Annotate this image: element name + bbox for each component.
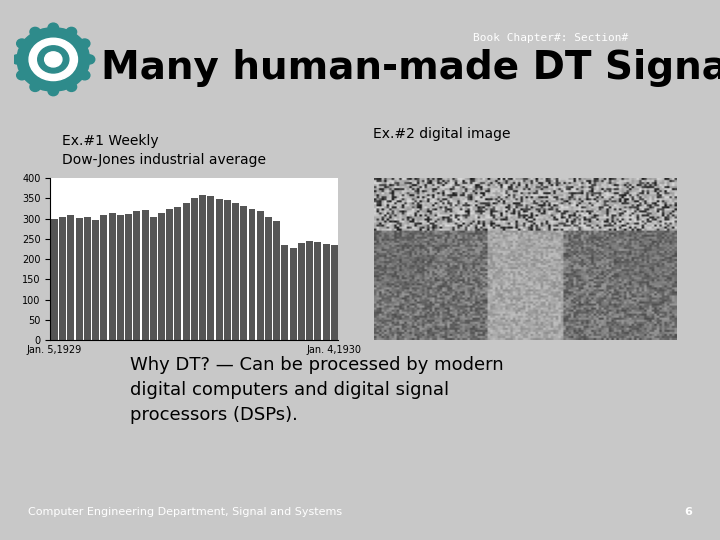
Bar bbox=[323, 244, 330, 340]
Bar bbox=[257, 212, 264, 340]
Text: Ex.#2 digital image: Ex.#2 digital image bbox=[373, 127, 510, 141]
Bar bbox=[232, 202, 239, 340]
Bar bbox=[240, 206, 247, 340]
Circle shape bbox=[66, 83, 76, 91]
Bar bbox=[289, 248, 297, 340]
Circle shape bbox=[79, 71, 90, 80]
Bar bbox=[84, 217, 91, 340]
Circle shape bbox=[45, 52, 62, 67]
Text: Why DT? — Can be processed by modern
digital computers and digital signal
proces: Why DT? — Can be processed by modern dig… bbox=[130, 356, 503, 424]
Bar bbox=[224, 200, 231, 340]
Circle shape bbox=[48, 23, 58, 32]
Bar bbox=[158, 213, 165, 340]
Circle shape bbox=[48, 86, 58, 96]
Bar bbox=[68, 215, 74, 340]
Bar bbox=[166, 208, 174, 340]
Circle shape bbox=[30, 28, 40, 36]
Bar bbox=[315, 242, 321, 340]
Text: 6: 6 bbox=[684, 508, 692, 517]
Circle shape bbox=[17, 71, 27, 80]
Bar bbox=[306, 241, 313, 340]
Text: Computer Engineering Department, Signal and Systems: Computer Engineering Department, Signal … bbox=[28, 508, 342, 517]
Bar bbox=[59, 217, 66, 340]
Bar bbox=[207, 197, 215, 340]
Bar bbox=[92, 220, 99, 340]
Bar bbox=[51, 219, 58, 340]
Circle shape bbox=[30, 83, 40, 91]
Bar bbox=[76, 218, 83, 340]
Text: Ex.#1 Weekly
Dow-Jones industrial average: Ex.#1 Weekly Dow-Jones industrial averag… bbox=[62, 134, 266, 167]
Bar bbox=[142, 210, 148, 340]
Bar bbox=[191, 198, 198, 340]
Bar bbox=[133, 212, 140, 340]
Bar bbox=[215, 199, 222, 340]
Circle shape bbox=[37, 46, 69, 73]
Circle shape bbox=[12, 55, 22, 64]
Bar bbox=[273, 221, 280, 340]
Text: Many human-made DT Signals: Many human-made DT Signals bbox=[101, 49, 720, 87]
Circle shape bbox=[79, 39, 90, 48]
Text: Book Chapter#: Section#: Book Chapter#: Section# bbox=[473, 33, 629, 43]
Circle shape bbox=[17, 28, 89, 91]
Bar bbox=[150, 217, 157, 340]
Circle shape bbox=[17, 39, 27, 48]
Circle shape bbox=[84, 55, 95, 64]
Bar bbox=[125, 214, 132, 340]
Bar bbox=[282, 245, 289, 340]
Bar bbox=[109, 213, 116, 340]
Bar bbox=[183, 202, 189, 340]
Bar bbox=[330, 245, 338, 340]
Bar bbox=[265, 217, 272, 340]
Circle shape bbox=[29, 38, 78, 80]
Bar bbox=[100, 215, 107, 340]
Circle shape bbox=[66, 28, 76, 36]
Bar bbox=[174, 207, 181, 340]
Bar bbox=[248, 208, 256, 340]
Bar bbox=[199, 195, 206, 340]
Bar bbox=[117, 215, 124, 340]
Bar bbox=[298, 243, 305, 340]
